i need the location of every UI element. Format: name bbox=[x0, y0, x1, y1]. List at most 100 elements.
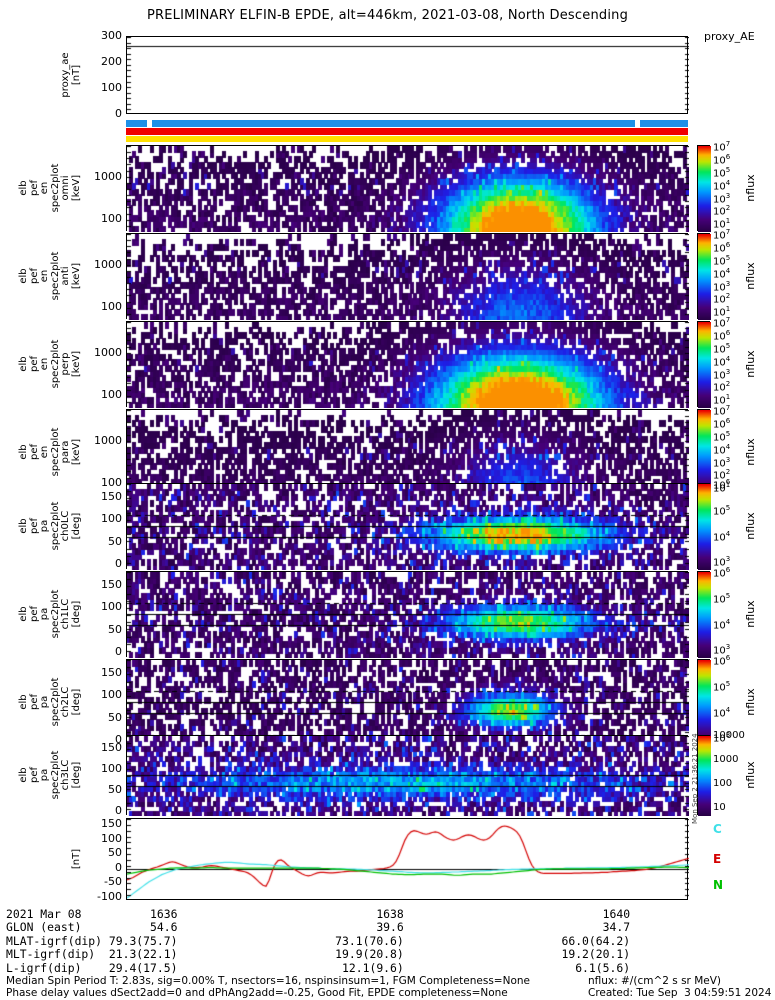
colorbar-tick: 106 bbox=[713, 654, 731, 668]
axis-label-spec2plot: spec2plot bbox=[49, 251, 61, 301]
axis-tick-value: 1000 bbox=[94, 434, 122, 448]
colorbar-tick: 104 bbox=[713, 442, 731, 456]
red-status-bar bbox=[126, 128, 688, 135]
metadata-notes: Median Spin Period T: 2.83s, sig=0.00% T… bbox=[6, 975, 530, 999]
axis-label-en: en bbox=[39, 445, 50, 459]
colorbar-tick: 104 bbox=[713, 705, 731, 719]
axis-tick-value: 1000 bbox=[94, 258, 122, 272]
side-timestamp: Mon Sep 2 21:36:21 2024 bbox=[691, 733, 699, 824]
panel-perp bbox=[126, 321, 689, 408]
colorbar-tick: 103 bbox=[713, 279, 731, 293]
metadata-table: 2021 Mar 08 1636 1638 1640 GLON (east) 5… bbox=[6, 907, 631, 975]
axis-tick-value: 0 bbox=[115, 733, 122, 747]
colorbar-tick: 107 bbox=[713, 316, 731, 330]
axis-tick-value: 100 bbox=[101, 211, 122, 225]
colorbar-tick: 105 bbox=[713, 253, 731, 268]
yellow-status-bar bbox=[126, 136, 688, 142]
colorbar-tick: 103 bbox=[713, 455, 731, 469]
axis-tick-value: 300 bbox=[101, 29, 122, 42]
axis-tick-value: 150 bbox=[101, 577, 122, 591]
colorbar-tick: 105 bbox=[713, 679, 731, 694]
axis-label-spec2plot: spec2plot bbox=[49, 677, 61, 727]
status-bar-gap bbox=[147, 120, 152, 127]
axis-tick-value: 100 bbox=[101, 475, 122, 489]
colorbar-tick: 107 bbox=[713, 140, 731, 154]
colorbar-tick: 103 bbox=[713, 731, 731, 745]
colorbar-tick: 105 bbox=[713, 591, 731, 606]
axis-label-pef: pef bbox=[28, 605, 40, 623]
panel-ch3LC bbox=[126, 735, 689, 816]
axis-tick-value: -100 bbox=[97, 890, 122, 904]
colorbar-tick: 106 bbox=[713, 240, 731, 255]
axis-label-en: en bbox=[39, 357, 50, 371]
axis-label-spec2plot: spec2plot bbox=[49, 427, 61, 477]
colorbar-tick: 1000 bbox=[713, 753, 739, 765]
colorbar-tick: 105 bbox=[713, 503, 731, 518]
colorbar-tick: 104 bbox=[713, 529, 731, 543]
colorbar-tick: 103 bbox=[713, 191, 731, 205]
colorbar-tick: 106 bbox=[713, 328, 731, 343]
legend-E: E bbox=[713, 852, 722, 866]
axis-tick-value: -50 bbox=[104, 875, 122, 889]
axis-tick-value: 0 bbox=[115, 803, 122, 817]
axis-label-proxyae: proxy_ae bbox=[60, 52, 71, 98]
status-bar-gap bbox=[634, 120, 641, 127]
colorbar-tick: 101 bbox=[713, 217, 731, 231]
panel-proxy_ae bbox=[126, 36, 689, 115]
colorbar-tick: 105 bbox=[713, 165, 731, 180]
axis-tick-value: 1000 bbox=[94, 346, 122, 360]
colorbar-label: nflux bbox=[744, 761, 757, 789]
axis-tick-value: 0 bbox=[115, 107, 122, 120]
axis-tick-value: 0 bbox=[115, 860, 122, 874]
blue-status-bar bbox=[126, 120, 688, 127]
axis-tick-value: 0 bbox=[115, 557, 122, 571]
axis-tick-value: 100 bbox=[101, 81, 122, 94]
axis-label-ch1LC: ch1LC bbox=[60, 598, 71, 630]
axis-label-spec2plot: spec2plot bbox=[49, 163, 61, 213]
colorbar-tick: 106 bbox=[713, 478, 731, 492]
colorbar-tick: 104 bbox=[713, 617, 731, 631]
axis-label-pef: pef bbox=[28, 766, 40, 784]
axis-label-pef: pef bbox=[28, 179, 40, 197]
axis-label-elb: elb bbox=[18, 268, 29, 284]
colorbar-label: nflux bbox=[744, 512, 757, 540]
axis-tick-value: 100 bbox=[101, 512, 122, 526]
axis-label-elb: elb bbox=[18, 180, 29, 196]
axis-tick-value: 100 bbox=[101, 299, 122, 313]
colorbar-anti bbox=[697, 233, 711, 320]
axis-tick-value: 0 bbox=[115, 645, 122, 659]
axis-label-pef: pef bbox=[28, 355, 40, 373]
axis-label-en: en bbox=[39, 181, 50, 195]
axis-label-elb: elb bbox=[18, 767, 29, 783]
colorbar-tick: 100 bbox=[713, 777, 733, 789]
colorbar-label: nflux bbox=[744, 688, 757, 716]
axis-label-ch3LC: ch3LC bbox=[60, 759, 71, 791]
colorbar-tick: 107 bbox=[713, 404, 731, 418]
proxy-ae-tag: proxy_AE bbox=[704, 30, 755, 43]
colorbar-tick: 10000 bbox=[713, 730, 745, 741]
colorbar-label: nflux bbox=[744, 600, 757, 628]
axis-tick-value: 100 bbox=[101, 761, 122, 775]
axis-label-elb: elb bbox=[18, 518, 29, 534]
panel-fgm bbox=[126, 818, 689, 901]
axis-label-pef: pef bbox=[28, 517, 40, 535]
axis-label-elb: elb bbox=[18, 694, 29, 710]
axis-tick-value: 150 bbox=[101, 816, 122, 830]
footer-text: nflux: #/(cm^2 s sr MeV) Created: Tue Se… bbox=[588, 975, 772, 999]
panel-para bbox=[126, 409, 689, 496]
axis-label-en: en bbox=[39, 269, 50, 283]
colorbar-tick: 106 bbox=[713, 566, 731, 580]
axis-tick-value: 1000 bbox=[94, 170, 122, 184]
colorbar-tick: 101 bbox=[713, 305, 731, 319]
axis-tick-value: 50 bbox=[108, 846, 122, 860]
axis-tick-value: 100 bbox=[101, 688, 122, 702]
panel-ch0LC bbox=[126, 483, 689, 570]
page-title: PRELIMINARY ELFIN-B EPDE, alt=446km, 202… bbox=[146, 8, 629, 23]
axis-label-spec2plot: spec2plot bbox=[49, 339, 61, 389]
colorbar-tick: 104 bbox=[713, 266, 731, 280]
colorbar-ch3LC bbox=[697, 735, 711, 816]
axis-label-pa: pa bbox=[39, 519, 50, 533]
colorbar-tick: 103 bbox=[713, 643, 731, 657]
axis-label-para: para bbox=[60, 440, 71, 464]
colorbar-tick: 103 bbox=[713, 555, 731, 569]
